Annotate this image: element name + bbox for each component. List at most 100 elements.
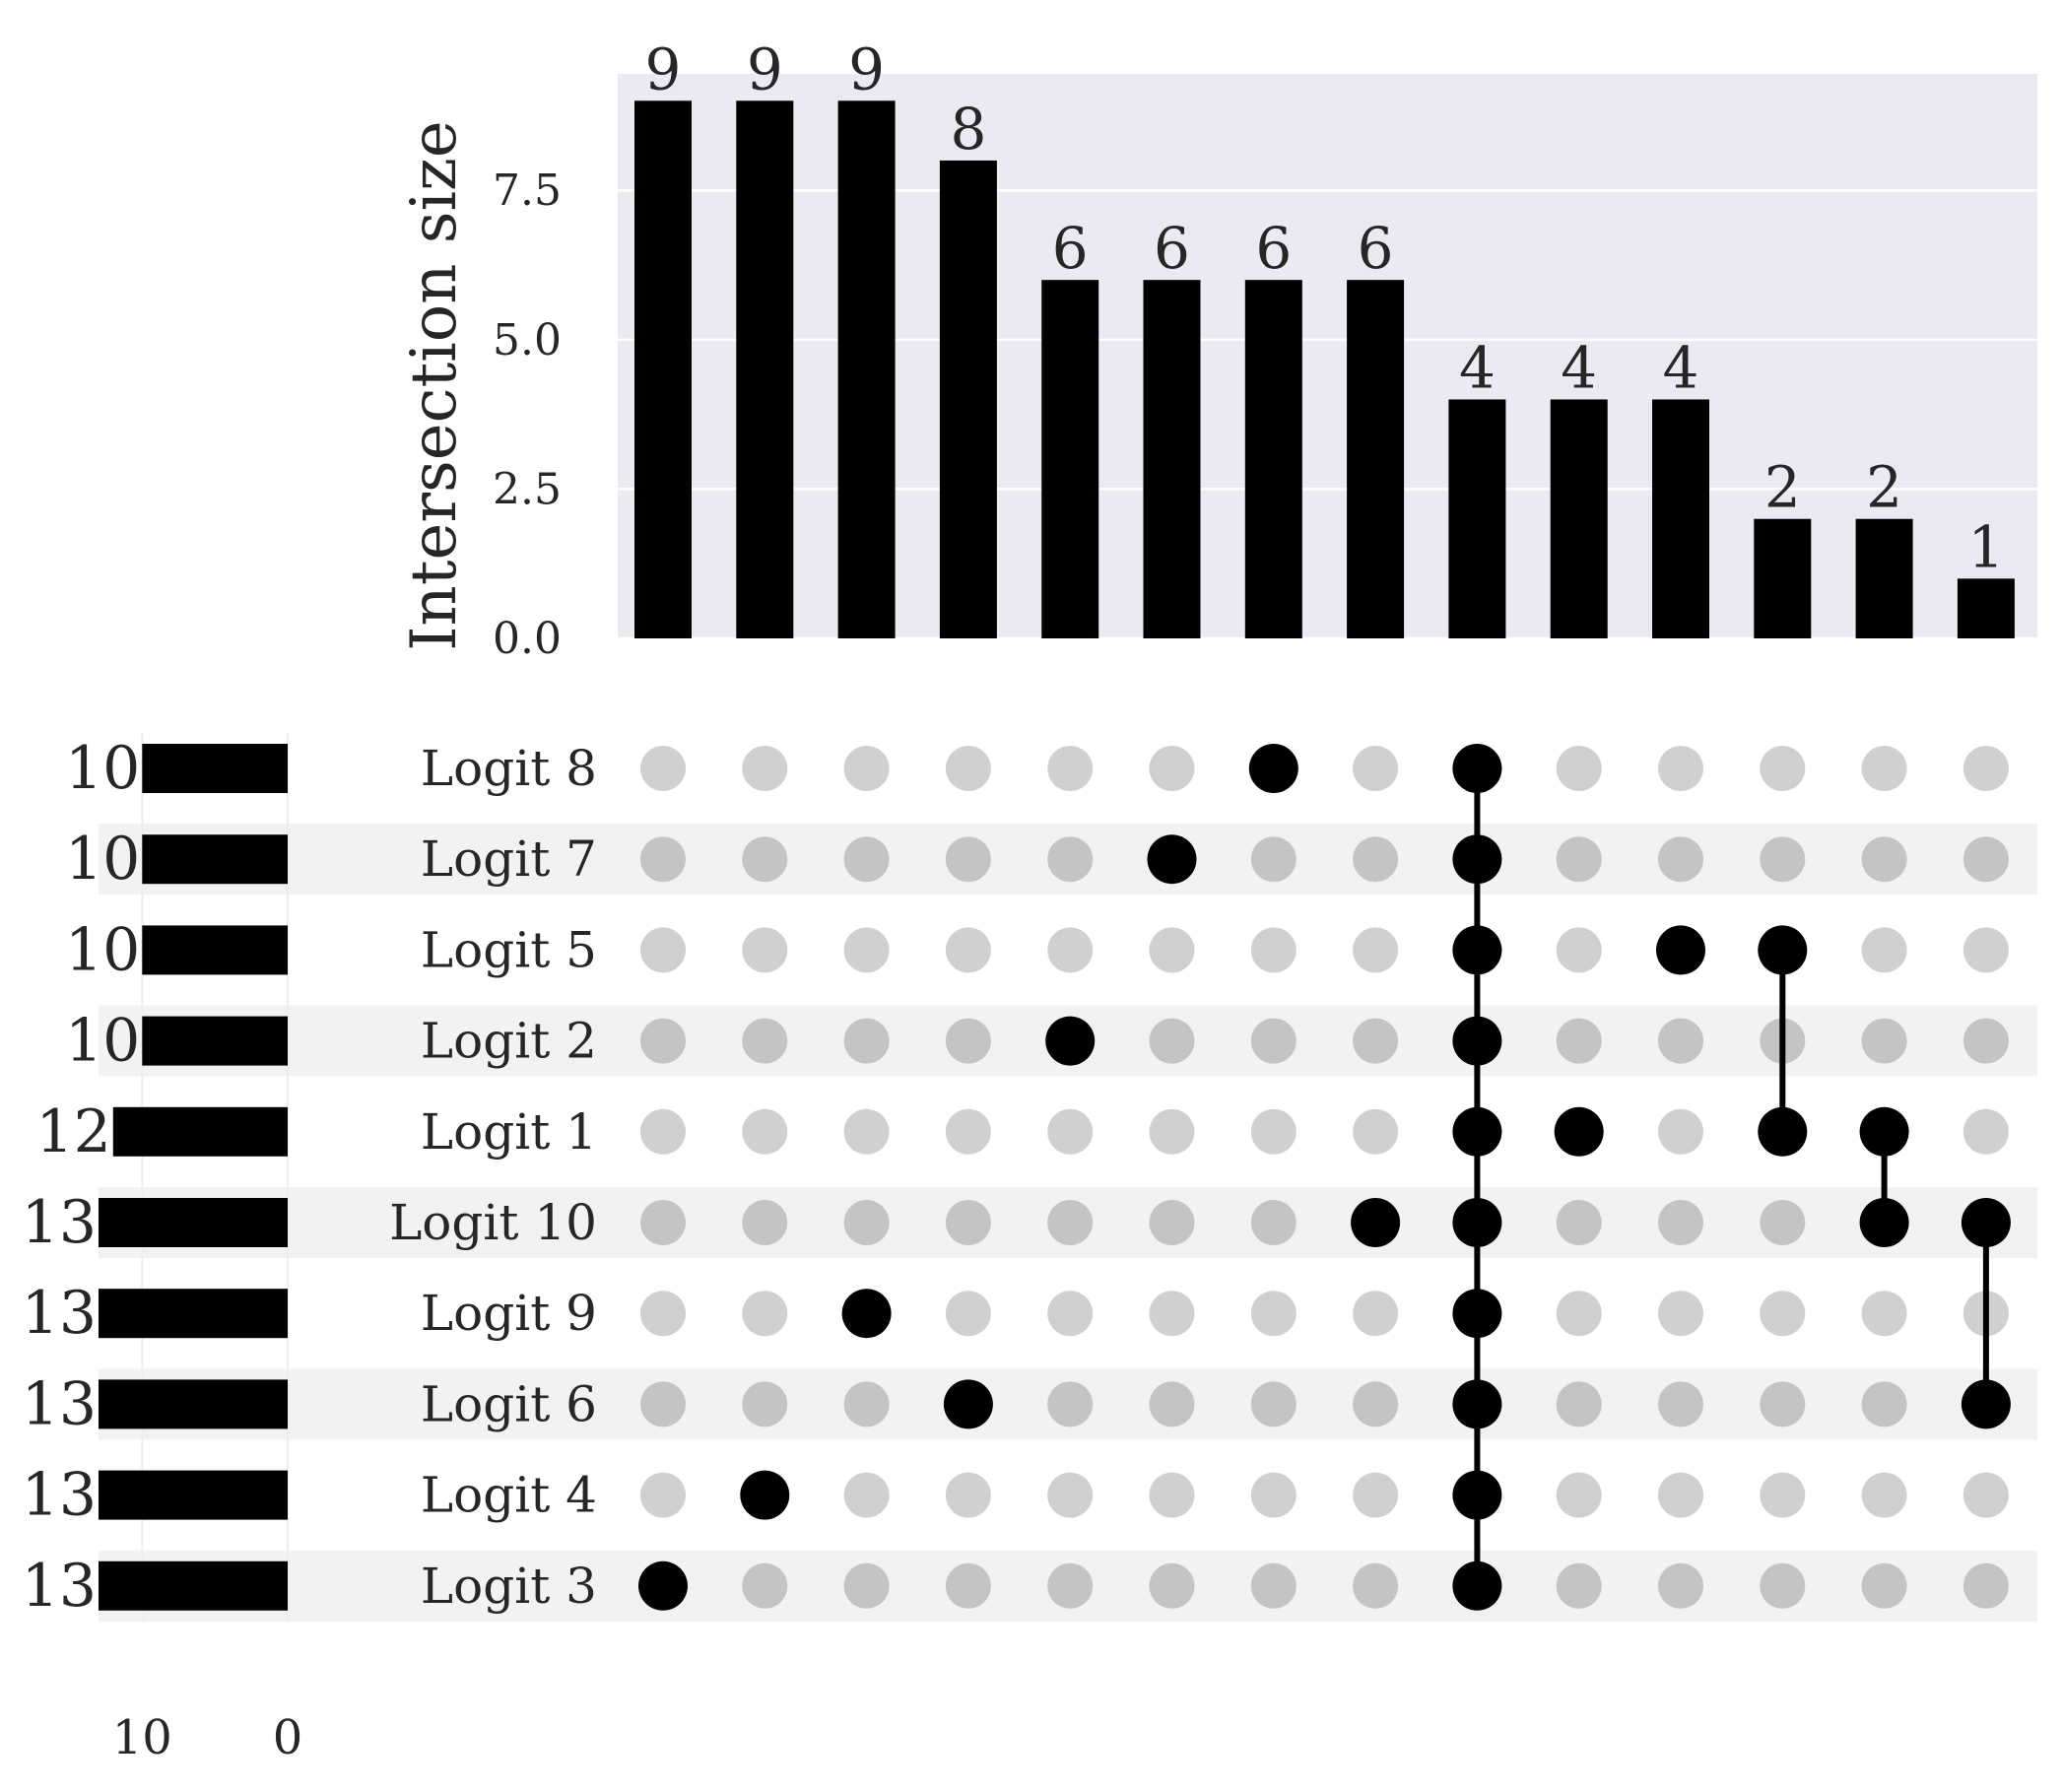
intersection-bar (1347, 280, 1405, 638)
matrix-dot-active (1554, 1106, 1604, 1157)
intersection-bar-label: 4 (1459, 334, 1496, 401)
matrix-dot-inactive (945, 1108, 991, 1155)
matrix-dot-inactive (1353, 1472, 1399, 1518)
matrix-dot-inactive (843, 1381, 890, 1427)
matrix-dot-inactive (1760, 1562, 1806, 1609)
matrix-dot-inactive (1353, 1108, 1399, 1155)
matrix-dot-active (943, 1379, 993, 1429)
matrix-dot-inactive (640, 836, 686, 883)
intersection-bar (1652, 399, 1709, 638)
matrix-dot-inactive (843, 1108, 890, 1155)
set-size-tick-label: 10 (112, 1710, 172, 1765)
matrix-dot-inactive (1250, 1562, 1297, 1609)
matrix-dot-inactive (1047, 836, 1094, 883)
matrix-dot-inactive (945, 927, 991, 973)
matrix-dot-inactive (945, 1562, 991, 1609)
matrix-dot-active (1758, 1106, 1808, 1157)
set-label-logit-4: Logit 4 (421, 1467, 597, 1524)
y-tick-label: 7.5 (493, 166, 562, 216)
matrix-dot-inactive (1760, 836, 1806, 883)
matrix-dot-inactive (1047, 1562, 1094, 1609)
matrix-dot-inactive (1047, 1472, 1094, 1518)
matrix-dot-inactive (1658, 1291, 1703, 1337)
matrix-dot-active (1961, 1198, 2011, 1247)
matrix-dot-active (740, 1470, 790, 1520)
set-size-x-ticks: 10 0 (112, 1710, 303, 1765)
matrix-dot-inactive (1760, 1381, 1806, 1427)
set-size-value-logit-3: 13 (22, 1552, 97, 1621)
matrix-dot-inactive (1962, 1108, 2009, 1155)
matrix-dot-inactive (1149, 1108, 1195, 1155)
matrix-dot-inactive (640, 1381, 686, 1427)
set-size-bar-logit-6 (99, 1379, 288, 1429)
set-size-value-logit-5: 10 (65, 915, 140, 984)
matrix-dot-inactive (1760, 1200, 1806, 1245)
set-size-bar-logit-1 (112, 1106, 289, 1157)
matrix-dot-inactive (843, 1562, 890, 1609)
matrix-dot-inactive (1250, 1291, 1297, 1337)
matrix-dot-inactive (1962, 1018, 2009, 1064)
set-name-labels: Logit 8 Logit 7 Logit 5 Logit 2 Logit 1 Logit… (389, 740, 597, 1615)
matrix-dot-inactive (945, 1472, 991, 1518)
matrix-dot-inactive (742, 836, 788, 883)
matrix-dot-inactive (945, 1200, 991, 1245)
set-label-logit-10: Logit 10 (389, 1194, 597, 1251)
matrix-dot-inactive (1353, 1018, 1399, 1064)
matrix-dot-active (841, 1289, 892, 1339)
intersection-bar-label: 2 (1764, 454, 1801, 521)
matrix-dot-inactive (1760, 1291, 1806, 1337)
matrix-dot-active (1452, 1289, 1502, 1339)
matrix-dot-inactive (1861, 1018, 1907, 1064)
intersection-plot-background (618, 74, 2037, 638)
intersection-bar (1244, 280, 1302, 638)
matrix-dot-inactive (1861, 746, 1907, 791)
intersection-bar (837, 100, 896, 639)
matrix-dot-inactive (1353, 1381, 1399, 1427)
matrix-dot-active (1452, 744, 1502, 793)
matrix-dot-inactive (1047, 1108, 1094, 1155)
intersection-bar-label: 9 (747, 35, 783, 102)
intersection-bar (1754, 518, 1812, 638)
matrix-dot-inactive (1353, 836, 1399, 883)
set-size-value-logit-8: 10 (65, 734, 140, 803)
matrix-dot-inactive (1353, 927, 1399, 973)
set-label-logit-2: Logit 2 (421, 1013, 597, 1070)
intersection-size-panel: 0.02.55.07.5 9 9 986 6 6 64 4 42 21 Intersection… (398, 35, 2037, 664)
matrix-active-dots (638, 744, 2011, 1611)
matrix-dot-inactive (640, 746, 686, 791)
matrix-dot-inactive (742, 1291, 788, 1337)
matrix-dot-inactive (1962, 1472, 2009, 1518)
matrix-dot-active (1452, 1560, 1502, 1611)
matrix-dot-inactive (1047, 1200, 1094, 1245)
matrix-dot-active (1452, 1106, 1502, 1157)
matrix-dot-inactive (1149, 1562, 1195, 1609)
matrix-dot-active (1452, 1470, 1502, 1520)
matrix-dot-inactive (1149, 1381, 1195, 1427)
set-label-logit-1: Logit 1 (421, 1103, 597, 1161)
matrix-dot-inactive (640, 1291, 686, 1337)
intersection-bar (736, 100, 794, 639)
set-size-value-logit-7: 10 (65, 825, 140, 894)
intersection-bar (634, 100, 692, 639)
set-size-bar-logit-3 (99, 1560, 288, 1611)
membership-matrix (638, 744, 2011, 1611)
matrix-dot-inactive (1861, 1472, 1907, 1518)
intersection-y-ticks: 0.0 2.5 5.0 7.5 (493, 166, 562, 664)
matrix-dot-inactive (1353, 746, 1399, 791)
set-size-value-logit-4: 13 (22, 1461, 97, 1530)
set-size-bar-logit-5 (142, 925, 288, 975)
matrix-dot-inactive (1250, 1108, 1297, 1155)
matrix-dot-inactive (1861, 836, 1907, 883)
set-size-value-logit-2: 10 (65, 1007, 140, 1076)
intersection-bar-label: 6 (1255, 215, 1292, 282)
set-size-value-logit-1: 12 (35, 1097, 110, 1166)
matrix-dot-inactive (1861, 1291, 1907, 1337)
set-size-bar-logit-9 (99, 1289, 288, 1339)
set-size-value-logit-6: 13 (22, 1369, 97, 1438)
matrix-dot-inactive (1556, 1472, 1602, 1518)
matrix-dot-inactive (1658, 1381, 1703, 1427)
matrix-dot-inactive (1556, 1200, 1602, 1245)
intersection-bar-label: 8 (950, 96, 986, 163)
set-size-bars (99, 744, 289, 1611)
matrix-dot-inactive (1047, 1381, 1094, 1427)
